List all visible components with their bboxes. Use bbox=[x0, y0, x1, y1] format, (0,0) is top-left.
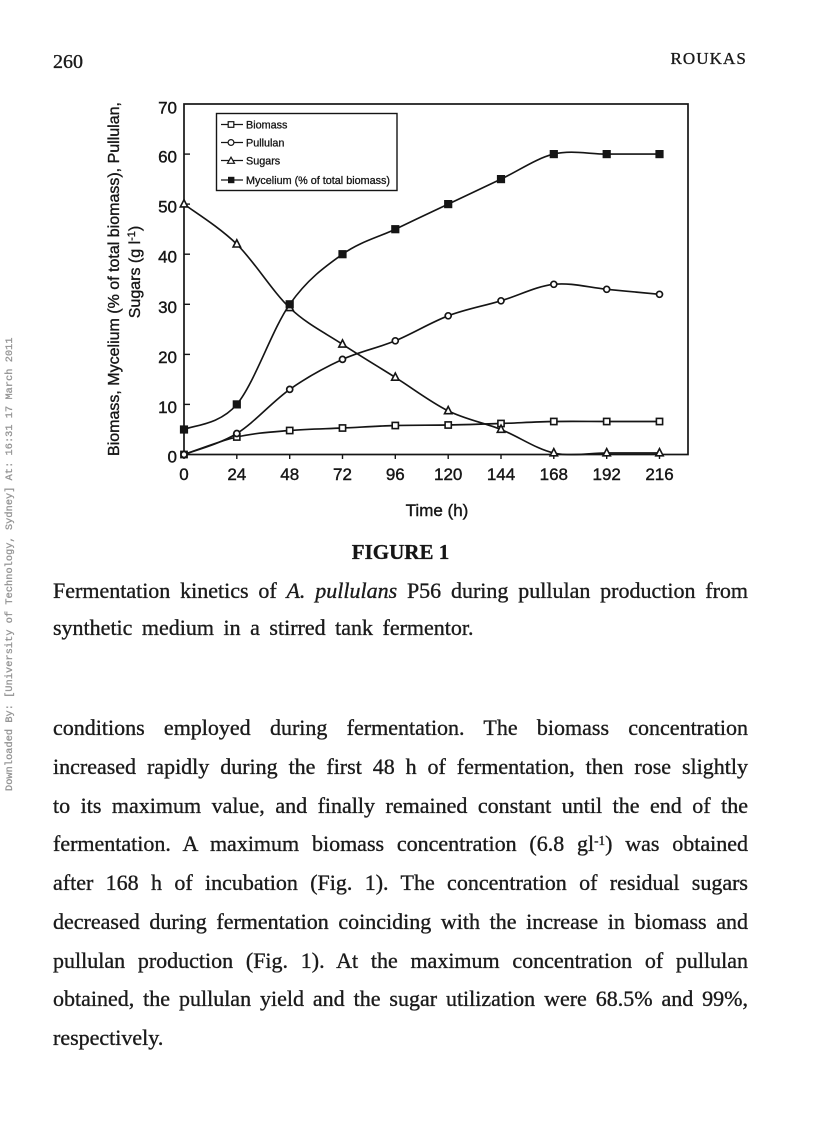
svg-text:10: 10 bbox=[158, 398, 177, 417]
svg-text:144: 144 bbox=[487, 465, 515, 484]
svg-text:72: 72 bbox=[333, 465, 352, 484]
svg-text:168: 168 bbox=[540, 465, 568, 484]
svg-text:48: 48 bbox=[280, 465, 299, 484]
svg-text:216: 216 bbox=[645, 465, 673, 484]
svg-text:Mycelium (% of total biomass): Mycelium (% of total biomass) bbox=[246, 175, 390, 187]
svg-text:30: 30 bbox=[158, 298, 177, 317]
svg-text:50: 50 bbox=[158, 198, 177, 217]
svg-text:40: 40 bbox=[158, 248, 177, 267]
svg-text:0: 0 bbox=[168, 448, 177, 467]
svg-text:20: 20 bbox=[158, 348, 177, 367]
svg-text:70: 70 bbox=[158, 99, 177, 118]
svg-text:Time (h): Time (h) bbox=[406, 501, 469, 520]
svg-text:60: 60 bbox=[158, 148, 177, 167]
svg-text:24: 24 bbox=[227, 465, 246, 484]
svg-text:Sugars (g l-1): Sugars (g l-1) bbox=[126, 226, 144, 318]
svg-text:Pullulan: Pullulan bbox=[246, 138, 284, 150]
svg-text:Sugars: Sugars bbox=[246, 156, 281, 168]
svg-text:96: 96 bbox=[386, 465, 405, 484]
svg-text:Biomass: Biomass bbox=[246, 120, 288, 132]
svg-text:192: 192 bbox=[593, 465, 621, 484]
svg-text:0: 0 bbox=[179, 465, 188, 484]
svg-text:Biomass, Mycelium (% of total: Biomass, Mycelium (% of total biomass), … bbox=[106, 102, 123, 456]
svg-text:120: 120 bbox=[434, 465, 462, 484]
